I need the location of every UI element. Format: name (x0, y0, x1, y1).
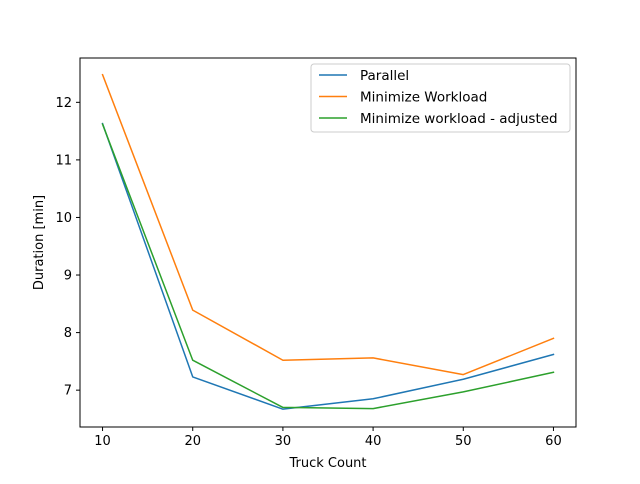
y-axis-ticks: 7 8 9 10 11 12 (55, 96, 80, 399)
y-tick-label: 9 (64, 269, 72, 284)
series-line-1 (101, 122, 555, 410)
legend-box (310, 63, 571, 133)
x-axis-ticks: 10 20 30 40 50 60 (94, 427, 562, 449)
legend: Parallel Minimize Workload Minimize worklo… (310, 63, 571, 133)
series-line-3 (101, 123, 555, 410)
x-tick-label: 30 (275, 434, 292, 449)
y-axis-label: Duration [min] (32, 195, 47, 290)
series-line-2 (101, 73, 555, 376)
x-tick-label: 10 (94, 434, 111, 449)
x-tick-label: 50 (455, 434, 472, 449)
y-tick-label: 11 (55, 153, 72, 168)
x-axis-label: Truck Count (288, 456, 366, 471)
y-tick-label: 7 (64, 384, 72, 399)
x-tick-label: 60 (545, 434, 562, 449)
legend-entries: Parallel Minimize Workload Minimize worklo… (319, 68, 558, 127)
series-layer (101, 73, 555, 410)
y-tick-label: 10 (55, 211, 72, 226)
plot-frame (79, 57, 577, 428)
x-tick-label: 20 (184, 434, 201, 449)
x-tick-label: 40 (365, 434, 382, 449)
y-tick-label: 8 (64, 326, 72, 341)
y-tick-label: 12 (55, 96, 72, 111)
legend-label-2: Minimize Workload (360, 90, 487, 106)
legend-label-1: Parallel (360, 68, 409, 84)
legend-label-3: Minimize workload - adjusted (360, 111, 558, 127)
